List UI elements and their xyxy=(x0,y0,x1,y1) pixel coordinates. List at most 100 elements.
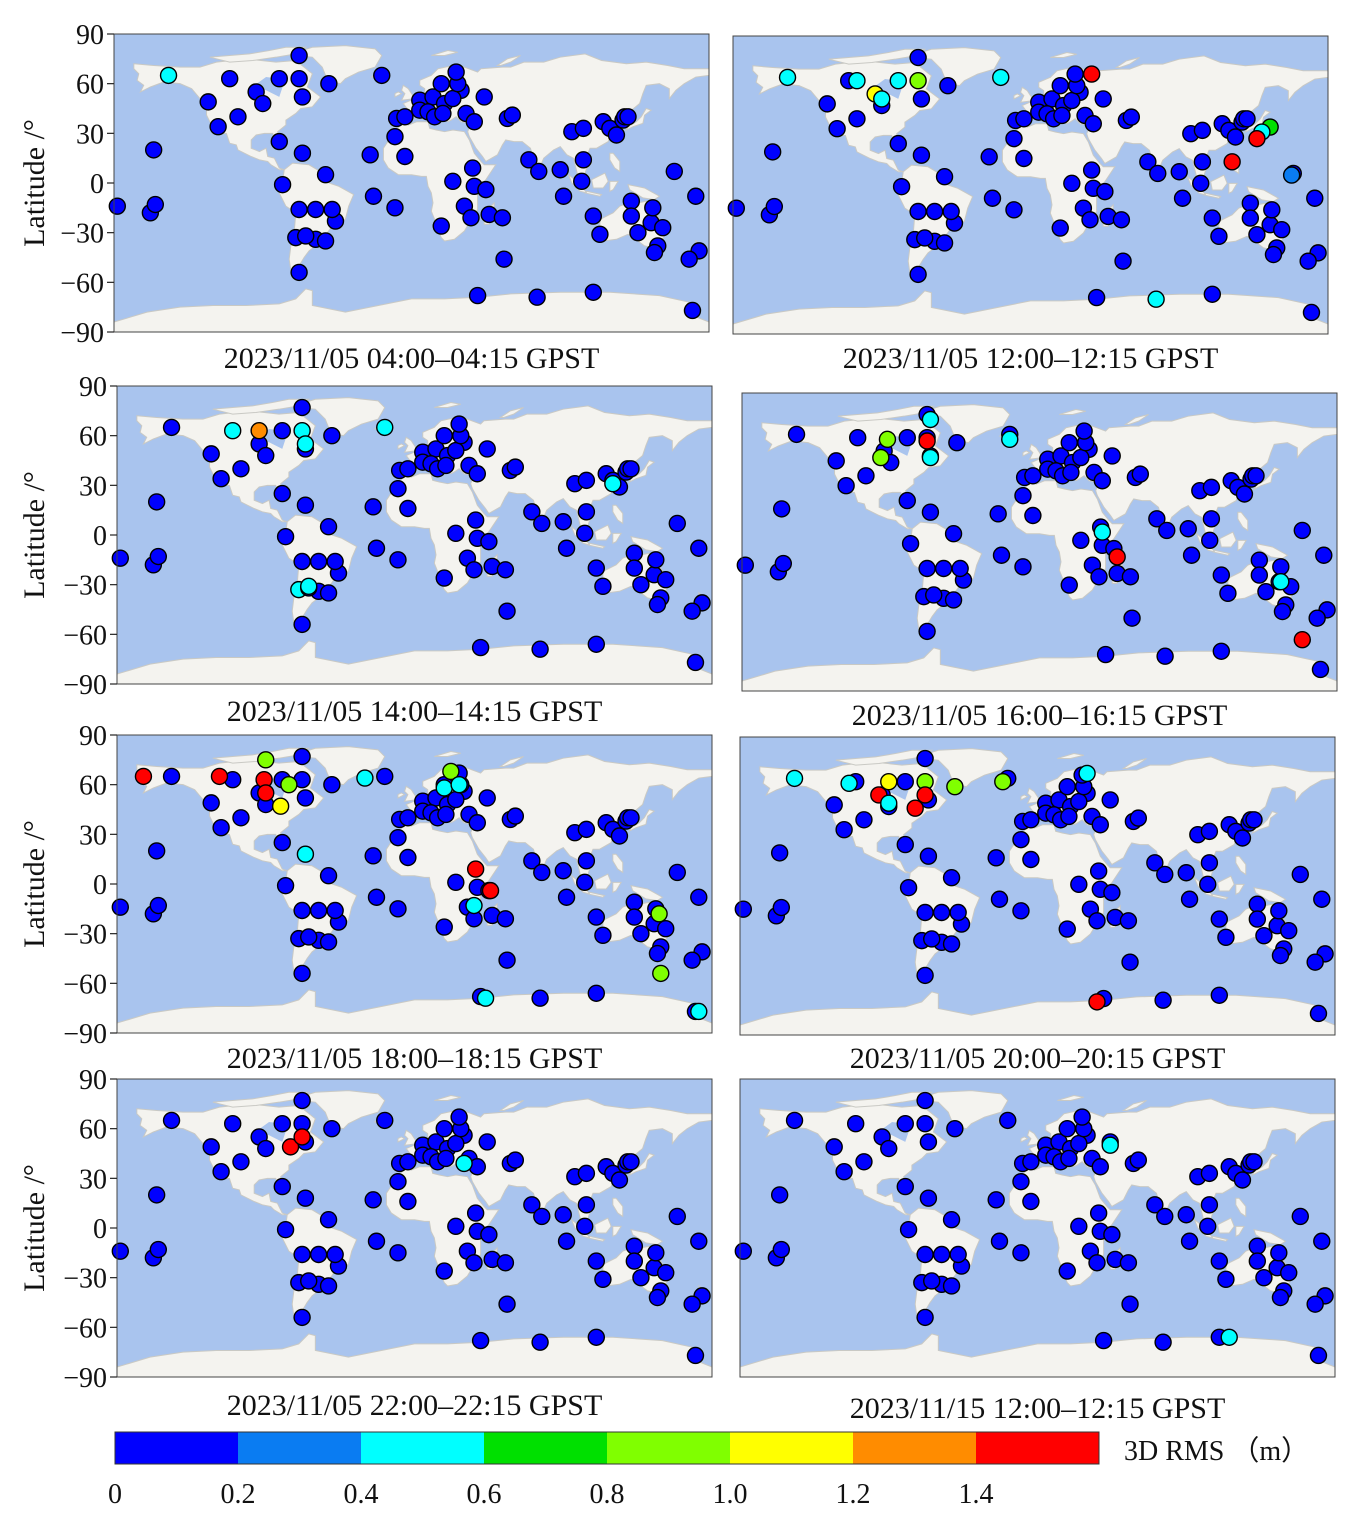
station-point xyxy=(146,195,165,214)
station-point xyxy=(293,964,311,983)
station-point xyxy=(1022,811,1040,829)
station-point xyxy=(1058,920,1076,938)
station-point xyxy=(220,69,239,88)
station-point xyxy=(466,860,485,878)
station-point xyxy=(987,849,1005,867)
station-point xyxy=(848,429,867,447)
station-point xyxy=(471,638,490,657)
station-point xyxy=(1250,551,1269,569)
station-point xyxy=(574,151,593,169)
station-point xyxy=(1122,108,1141,126)
station-point xyxy=(1022,1192,1040,1211)
station-point xyxy=(591,225,609,244)
station-point xyxy=(435,426,453,445)
station-point xyxy=(1051,76,1069,95)
station-point xyxy=(273,175,292,194)
station-point xyxy=(1063,174,1081,193)
station-point xyxy=(1311,660,1330,679)
station-point xyxy=(594,1270,612,1289)
y-tick-label: −60 xyxy=(63,1313,107,1344)
station-point xyxy=(622,460,640,478)
station-point xyxy=(1129,809,1148,827)
station-point xyxy=(1170,163,1188,181)
station-point xyxy=(1293,630,1311,649)
station-point xyxy=(367,1232,386,1250)
station-point xyxy=(447,1134,465,1153)
station-point xyxy=(889,71,907,90)
station-point xyxy=(1158,521,1176,540)
station-point xyxy=(1273,220,1291,239)
station-point xyxy=(1014,486,1032,505)
y-tick-label: −60 xyxy=(60,268,104,299)
station-point xyxy=(727,199,746,217)
station-point xyxy=(1270,1244,1288,1262)
y-tick-label: −90 xyxy=(63,1363,107,1394)
station-point xyxy=(162,418,181,437)
station-point xyxy=(551,161,569,179)
station-point xyxy=(533,1207,551,1226)
station-point xyxy=(654,218,672,237)
station-point xyxy=(916,966,934,985)
map-panel-8: 2023/11/15 12:00–12:15 GPST xyxy=(734,1078,1336,1425)
station-point xyxy=(1248,910,1267,928)
station-point xyxy=(229,108,247,126)
station-point xyxy=(577,820,596,839)
station-point xyxy=(848,110,866,128)
station-point xyxy=(989,505,1007,523)
station-point xyxy=(921,503,940,521)
station-point xyxy=(785,769,804,788)
station-point xyxy=(1248,895,1267,913)
panels-layer: 90 60 30 0 −30 −60 −90 Latitude /° 2023/11/05 04… xyxy=(18,20,1338,1425)
station-point xyxy=(909,265,927,284)
station-point xyxy=(1078,764,1096,783)
station-point xyxy=(610,827,629,845)
station-point xyxy=(149,547,168,566)
station-point xyxy=(1093,523,1112,541)
station-point xyxy=(468,814,487,832)
station-point xyxy=(465,896,483,915)
station-point xyxy=(944,525,963,543)
station-point xyxy=(319,1277,338,1295)
station-point xyxy=(594,577,612,596)
station-point xyxy=(309,552,328,571)
y-axis-label: Latitude /° xyxy=(18,119,51,247)
station-point xyxy=(447,873,465,892)
station-point xyxy=(111,898,130,916)
station-point xyxy=(1096,182,1114,201)
station-point xyxy=(232,1153,250,1171)
station-point xyxy=(319,1211,338,1229)
station-point xyxy=(584,207,603,225)
map-panel-5: 90 60 30 0 −30 −60 −90 Latitude /° 2023/11/05 18… xyxy=(18,721,713,1075)
station-point xyxy=(1154,991,1172,1009)
station-point xyxy=(496,910,515,928)
station-point xyxy=(574,119,593,138)
station-point xyxy=(273,833,291,852)
station-point xyxy=(1264,245,1283,264)
station-point xyxy=(1091,816,1110,834)
station-point xyxy=(1070,875,1088,894)
station-point xyxy=(435,569,453,587)
station-point xyxy=(309,1245,328,1264)
station-point xyxy=(1066,65,1084,83)
station-point xyxy=(576,524,594,543)
station-point xyxy=(840,774,858,793)
station-point xyxy=(916,749,934,768)
station-point xyxy=(162,767,181,786)
station-point xyxy=(778,68,797,87)
station-point xyxy=(584,283,603,301)
station-point xyxy=(1248,1237,1267,1255)
station-point xyxy=(1096,645,1115,664)
station-point xyxy=(1103,447,1121,465)
station-point xyxy=(1212,566,1231,584)
y-tick-label: 60 xyxy=(79,1115,107,1146)
station-point xyxy=(1005,129,1023,148)
station-point xyxy=(916,786,934,804)
panel-frame xyxy=(741,392,1338,692)
panel-frame xyxy=(739,1078,1336,1378)
station-point xyxy=(210,767,229,786)
station-point xyxy=(531,989,549,1007)
station-point xyxy=(1094,90,1112,108)
station-point xyxy=(389,551,407,569)
station-point xyxy=(949,903,967,922)
station-point xyxy=(687,187,705,205)
